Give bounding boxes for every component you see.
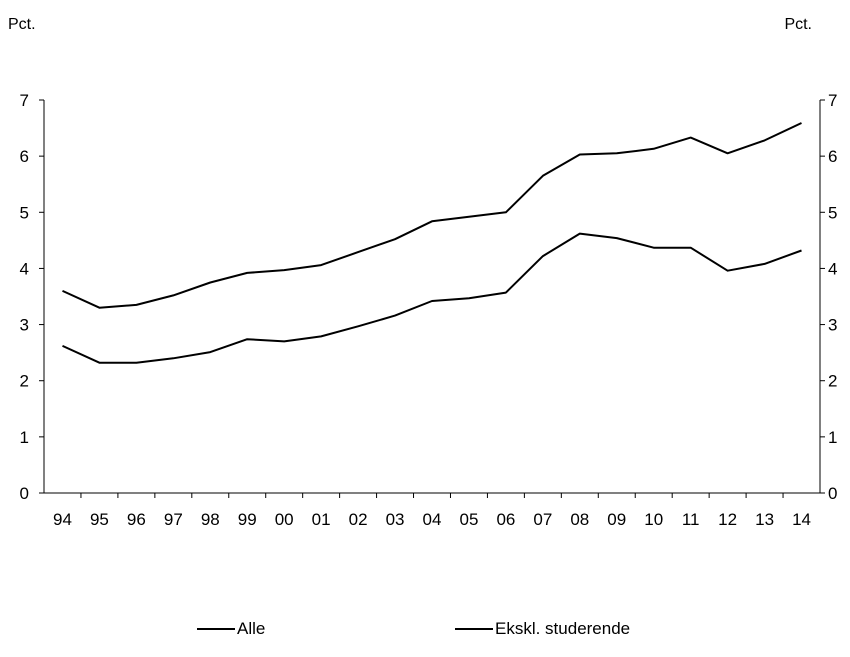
x-tick-label: 98 <box>201 510 220 529</box>
x-tick-label: 04 <box>423 510 442 529</box>
y-tick-label-right: 7 <box>828 91 837 110</box>
x-tick-label: 09 <box>607 510 626 529</box>
right-axis-unit: Pct. <box>784 16 812 33</box>
x-tick-label: 96 <box>127 510 146 529</box>
line-chart: 0 01 12 23 34 45 56 67 794 95 96 97 98 99 00 01 02 03 04 05… <box>20 91 838 529</box>
y-tick-label-left: 3 <box>20 316 29 335</box>
y-tick-label-right: 2 <box>828 372 837 391</box>
x-tick-label: 14 <box>792 510 811 529</box>
y-tick-label-right: 0 <box>828 484 837 503</box>
series-line-alle <box>62 122 802 309</box>
legend-label-alle: Alle <box>237 619 266 638</box>
x-tick-label: 95 <box>90 510 109 529</box>
y-tick-label-right: 1 <box>828 428 837 447</box>
legend-line-swatch <box>455 628 493 630</box>
x-tick-label: 10 <box>644 510 663 529</box>
x-tick-label: 13 <box>755 510 774 529</box>
y-tick-label-right: 4 <box>828 259 837 278</box>
x-tick-label: 99 <box>238 510 257 529</box>
y-tick-label-left: 6 <box>20 147 29 166</box>
y-tick-label-left: 0 <box>20 484 29 503</box>
left-axis-unit: Pct. <box>8 16 36 33</box>
y-tick-label-right: 5 <box>828 203 837 222</box>
y-tick-label-right: 3 <box>828 316 837 335</box>
x-tick-label: 07 <box>533 510 552 529</box>
x-tick-label: 00 <box>275 510 294 529</box>
y-tick-label-left: 2 <box>20 372 29 391</box>
x-tick-label: 94 <box>53 510 72 529</box>
y-tick-label-left: 1 <box>20 428 29 447</box>
x-tick-label: 01 <box>312 510 331 529</box>
y-tick-label-left: 4 <box>20 259 29 278</box>
x-tick-label: 08 <box>570 510 589 529</box>
x-tick-label: 02 <box>349 510 368 529</box>
x-tick-label: 05 <box>459 510 478 529</box>
x-tick-label: 12 <box>718 510 737 529</box>
legend-item-alle: Alle <box>197 619 265 639</box>
y-tick-label-left: 5 <box>20 203 29 222</box>
legend-item-ekskl-studerende: Ekskl. studerende <box>455 619 630 639</box>
y-tick-label-left: 7 <box>20 91 29 110</box>
legend-label-ekskl-studerende: Ekskl. studerende <box>495 619 631 638</box>
x-tick-label: 11 <box>682 510 700 529</box>
x-tick-label: 06 <box>496 510 515 529</box>
legend-line-swatch <box>197 628 235 630</box>
y-tick-label-right: 6 <box>828 147 837 166</box>
series-line-ekskl-studerende <box>62 232 802 364</box>
x-tick-label: 97 <box>164 510 183 529</box>
x-tick-label: 03 <box>386 510 405 529</box>
